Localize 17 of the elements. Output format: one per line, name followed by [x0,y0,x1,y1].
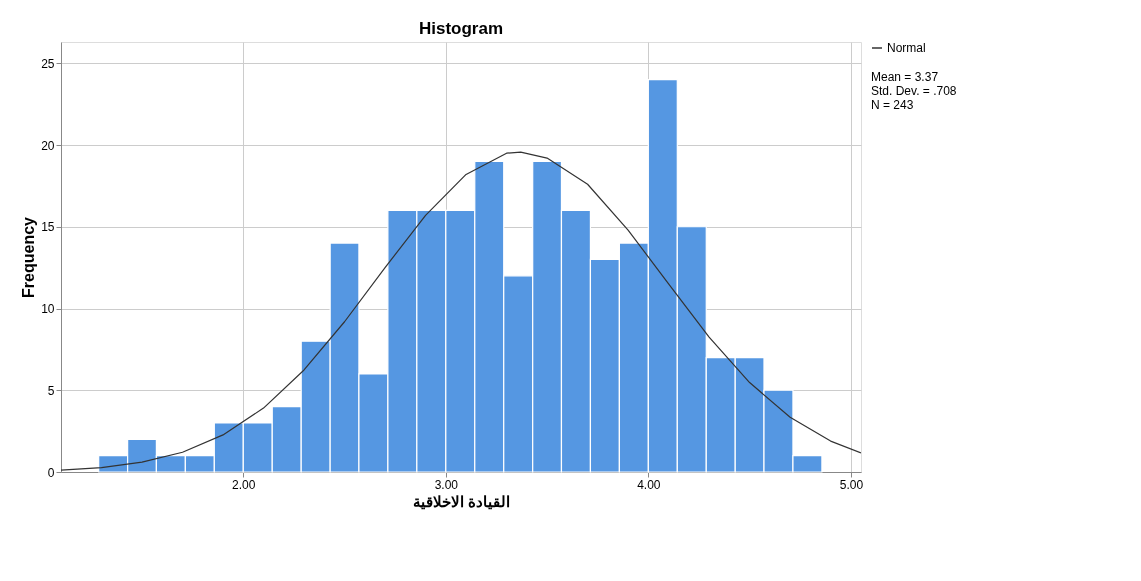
chart-title: Histogram [418,19,504,38]
y-tick-label: 10 [41,302,55,316]
text: Std. Dev. = .708 [871,84,957,98]
y-axis-title: Frequency [20,216,38,298]
x-tick-label: 2.00 [232,477,256,492]
x-tick-label: 4.00 [637,477,661,492]
text: N = 243 [871,98,914,112]
x-tick-label: 3.00 [434,477,459,492]
y-tick-label: 5 [47,383,55,398]
text: Mean = 3.37 [871,70,939,84]
x-tick-label: 5.00 [839,477,864,492]
y-tick-label: 15 [41,220,55,235]
y-tick-label: 25 [41,56,55,71]
y-tick-label: 20 [41,138,55,153]
x-axis-title: القيادة الاخلاقية [412,492,511,510]
y-tick-label: 0 [47,465,55,480]
legend-label: Normal [887,41,926,55]
